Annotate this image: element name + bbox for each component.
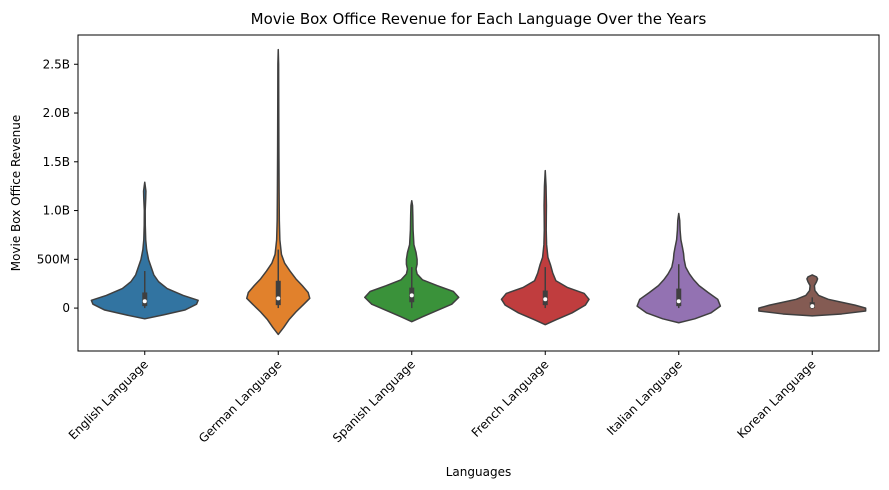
violin-median-point <box>810 304 815 309</box>
y-axis: 0 500M 1.0B 1.5B 2.0B 2.5B <box>37 57 78 315</box>
y-tick-label: 0 <box>62 301 70 315</box>
plot-frame <box>77 34 880 352</box>
violin-median-point <box>142 299 147 304</box>
violin-group <box>90 181 199 320</box>
violin-group <box>758 274 867 317</box>
violin-iqr-box <box>275 280 281 306</box>
x-tick-label: Italian Language <box>604 357 685 438</box>
violin-body <box>758 274 867 317</box>
y-tick-label: 1.5B <box>43 155 70 169</box>
violin-group <box>364 200 460 323</box>
y-tick-label: 2.5B <box>43 57 70 71</box>
x-tick-label: German Language <box>196 357 284 445</box>
violin-group <box>500 169 590 326</box>
x-axis: English Language German Language Spanish L… <box>66 351 819 446</box>
y-tick-label: 500M <box>37 252 70 266</box>
x-tick-label: Korean Language <box>735 357 819 441</box>
violin-iqr-box <box>676 288 682 307</box>
x-tick-label: French Language <box>469 357 552 440</box>
violin-median-point <box>543 297 548 302</box>
x-tick-label: Spanish Language <box>330 357 418 445</box>
chart-title: Movie Box Office Revenue for Each Langua… <box>251 10 707 28</box>
violin-group <box>245 48 311 336</box>
violin-body <box>90 181 199 320</box>
violin-median-point <box>676 299 681 304</box>
x-axis-label: Languages <box>446 465 511 479</box>
y-tick-label: 1.0B <box>43 204 70 218</box>
violin-median-point <box>276 296 281 301</box>
y-axis-label: Movie Box Office Revenue <box>9 115 23 272</box>
x-tick-label: English Language <box>66 357 151 442</box>
y-tick-label: 2.0B <box>43 106 70 120</box>
violin-median-point <box>409 293 414 298</box>
violin-body <box>245 48 311 336</box>
violin-body <box>500 169 590 326</box>
violins-layer <box>90 48 867 336</box>
violin-body <box>364 200 460 323</box>
violin-group <box>636 212 722 324</box>
